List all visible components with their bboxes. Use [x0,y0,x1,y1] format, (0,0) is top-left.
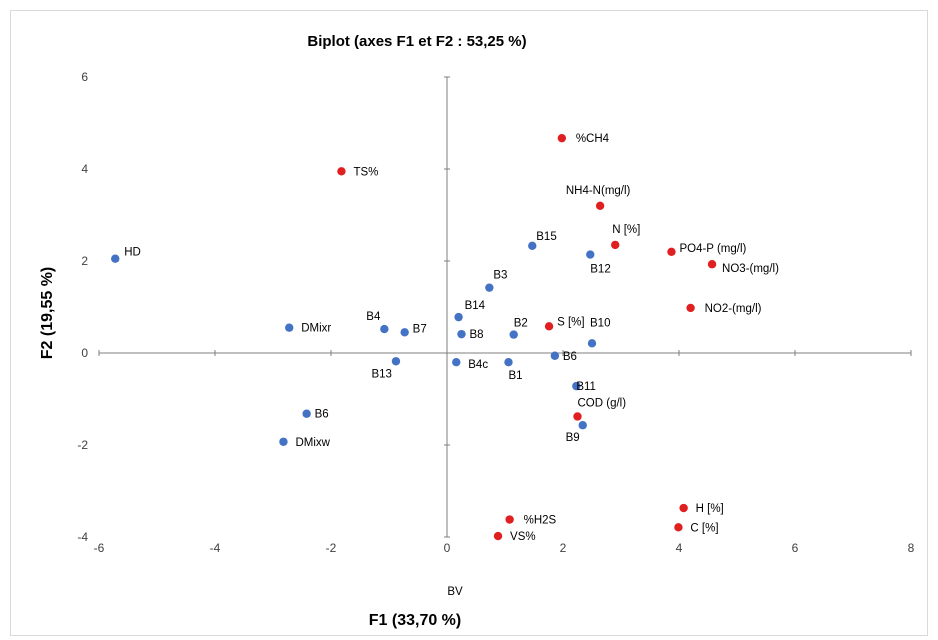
point-label-cod-g-l: COD (g/l) [578,397,627,409]
point-b4c [452,358,461,367]
x-tick-label: -6 [94,541,105,555]
point-label-b2: B2 [514,318,528,330]
point-b6 [302,409,311,418]
point-label-vs: VS% [510,531,536,543]
point-b14 [454,312,463,322]
chart-title: Biplot (axes F1 et F2 : 53,25 %) [307,33,526,50]
points-layer: HD DMixr B4 B7 B13 B6 DMixw B14 B8 B3 B2 B15 B4c B1 B6… [111,133,779,598]
y-tick-label: 6 [81,70,88,84]
point-label-b4c: B4c [468,359,488,371]
point-label-no2-mg-l: NO2-(mg/l) [705,303,762,315]
point-n [611,240,620,250]
point-hd [111,254,120,263]
point-dmixr [285,323,294,332]
point-label-dmixw: DMixw [295,437,330,449]
x-tick-label: 0 [444,541,451,555]
biplot-chart: Biplot (axes F1 et F2 : 53,25 %) F1 (33,… [39,33,915,629]
point-b8 [457,329,466,339]
x-tick-label: -2 [326,541,337,555]
point-label-b3: B3 [493,270,507,282]
point-c [674,523,683,532]
x-tick-label: 8 [908,541,915,555]
point-label-b6: B6 [563,351,577,363]
point-b3 [485,283,494,292]
point-h2s [505,515,514,524]
point-label-b14: B14 [465,300,486,312]
point-label-n: N [%] [612,224,640,236]
point-b2 [509,330,518,339]
point-label-bv: BV [447,586,463,598]
point-ts [337,167,346,176]
point-label-b9: B9 [566,432,580,444]
point-label-no3-mg-l: NO3-(mg/l) [722,263,779,275]
point-label-dmixr: DMixr [301,323,331,335]
point-label-b10: B10 [590,317,610,329]
point-label-s: S [%] [557,316,584,328]
point-b12 [586,250,595,259]
point-b13 [391,357,401,366]
point-label-b13: B13 [371,368,391,380]
y-tick-label: 0 [81,346,88,360]
point-b7 [400,328,409,337]
point-s [544,322,554,331]
point-label-ch4: %CH4 [576,133,610,145]
point-ch4 [557,133,567,143]
y-tick-label: -4 [77,530,88,544]
x-tick-label: 6 [792,541,799,555]
x-axis-title: F1 (33,70 %) [369,612,461,629]
x-tick-label: 4 [676,541,683,555]
point-label-b11: B11 [576,381,596,393]
point-label-b15: B15 [536,231,556,243]
y-tick-label: 4 [81,162,88,176]
point-label-po4-p-mg-l: PO4-P (mg/l) [679,243,746,255]
x-tick-label: 2 [560,541,567,555]
point-dmixw [279,437,288,446]
point-b4 [380,324,389,334]
point-label-ts: TS% [353,166,378,178]
point-label-b1: B1 [508,370,522,382]
point-label-b4: B4 [366,311,381,323]
point-b15 [528,241,537,251]
point-cod-g-l [573,412,582,421]
chart-frame: Biplot (axes F1 et F2 : 53,25 %) F1 (33,… [10,10,928,636]
point-label-h2s: %H2S [524,515,557,527]
point-label-b12: B12 [590,264,610,276]
point-label-b7: B7 [413,323,427,335]
y-axis-title: F2 (19,55 %) [39,267,56,359]
point-label-h: H [%] [696,503,724,515]
point-label-b6: B6 [315,409,329,421]
point-b1 [504,358,513,367]
point-h [679,503,688,513]
tick-labels-layer: -6 -4 -2 0 2 4 6 8 -4 -2 0 2 4 6 [77,70,914,555]
point-label-b8: B8 [470,329,484,341]
y-tick-label: -2 [77,438,88,452]
point-no2-mg-l [686,303,695,313]
point-vs [493,531,503,541]
point-label-c: C [%] [690,522,718,534]
point-po4-p-mg-l [667,247,676,256]
point-no3-mg-l [707,260,717,269]
point-b11 [572,381,581,391]
point-label-nh4-n-mg-l: NH4-N(mg/l) [566,185,631,197]
y-tick-label: 2 [81,254,88,268]
point-b6 [550,351,560,360]
point-b10 [587,339,597,348]
point-nh4-n-mg-l [595,201,605,210]
point-b9 [578,421,587,430]
point-label-hd: HD [124,247,141,259]
x-tick-label: -4 [210,541,221,555]
axes-layer [98,76,912,538]
